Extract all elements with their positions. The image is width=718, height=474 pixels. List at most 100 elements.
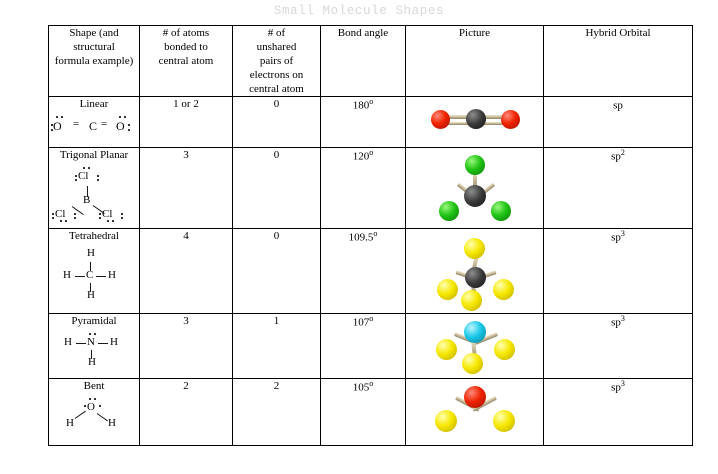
- atom-hydrogen-top: [463, 238, 485, 260]
- bond-stick: [476, 122, 505, 126]
- header-line: central atom: [158, 55, 214, 68]
- lewis-atom-c: C: [89, 119, 98, 134]
- hybrid-base: sp: [611, 232, 621, 245]
- atoms-bonded-pyramidal: 3: [139, 313, 233, 380]
- header-line: pairs of: [259, 55, 294, 68]
- bond-angle-bent: 105o: [320, 378, 406, 447]
- bond-line: [96, 276, 106, 278]
- hybrid-orbital-trigonal-planar: sp2: [543, 147, 693, 230]
- bond-line: [98, 343, 108, 345]
- hybrid-base: sp: [611, 382, 621, 395]
- lewis-atom-h-left: H: [66, 417, 74, 430]
- picture-cell-pyramidal: [405, 313, 544, 380]
- hybrid-orbital-bent: sp3: [543, 378, 693, 447]
- degree-symbol: o: [369, 379, 374, 389]
- shape-name: Pyramidal: [71, 315, 117, 328]
- table-row-tetrahedral: Tetrahedral H H C H H 4 0 109.5o: [48, 228, 693, 315]
- shape-name: Trigonal Planar: [59, 149, 129, 162]
- lewis-atom-h-right: H: [108, 269, 116, 282]
- atoms-bonded-tetrahedral: 4: [139, 228, 233, 315]
- lewis-atom-n: N: [87, 336, 95, 349]
- header-line: Bond angle: [337, 27, 389, 39]
- atom-nitrogen: [463, 321, 486, 344]
- atoms-bonded-bent: 2: [139, 378, 233, 447]
- atom-oxygen-left: [430, 110, 450, 130]
- header-line: central atom: [249, 83, 304, 96]
- header-line: # of atoms: [162, 27, 210, 39]
- table-header-row: Shape (and structural formula example) #…: [48, 24, 693, 98]
- molecule-picture-bcl3: [422, 151, 527, 226]
- degree-symbol: o: [369, 97, 374, 107]
- hybrid-base: sp: [611, 151, 621, 164]
- unshared-pairs-pyramidal: 1: [232, 313, 321, 380]
- picture-cell-tetrahedral: [405, 228, 544, 315]
- bond-line: [90, 283, 91, 293]
- column-header-shape: Shape (and structural formula example): [48, 24, 140, 98]
- molecule-picture-nh3: [422, 317, 527, 378]
- bond-line: [87, 186, 88, 198]
- header-line: formula example): [54, 55, 134, 68]
- molecule-picture-co2: [422, 100, 527, 141]
- column-header-unshared-pairs: # of unshared pairs of electrons on cent…: [232, 24, 321, 98]
- atom-hydrogen-right: [492, 279, 514, 301]
- header-line: electrons on: [249, 69, 304, 82]
- hybrid-base: sp: [613, 100, 623, 113]
- shape-cell-tetrahedral: Tetrahedral H H C H H: [48, 228, 140, 315]
- lewis-atom-o: O: [87, 401, 95, 414]
- header-line: Picture: [458, 27, 491, 39]
- bond-line: [75, 276, 85, 278]
- lewis-atom-h-left: H: [64, 336, 72, 349]
- bond-stick: [446, 122, 475, 126]
- lewis-structure-h2o: O H H: [50, 396, 138, 436]
- bond-angle-linear: 180o: [320, 96, 406, 149]
- bond-stick: [476, 115, 505, 120]
- column-header-atoms-bonded: # of atoms bonded to central atom: [139, 24, 233, 98]
- atom-hydrogen-right: [492, 410, 515, 433]
- shape-cell-linear: Linear O = C = O: [48, 96, 140, 149]
- molecule-picture-h2o: [422, 382, 527, 441]
- bond-line: [91, 350, 92, 360]
- lewis-atom-h-left: H: [63, 269, 71, 282]
- bond-angle-value: 109.5: [348, 232, 374, 245]
- lewis-atom-h-right: H: [110, 336, 118, 349]
- lewis-atom-cl-right: Cl: [102, 208, 113, 221]
- unshared-pairs-linear: 0: [232, 96, 321, 149]
- shape-name: Tetrahedral: [69, 230, 119, 243]
- table-row-bent: Bent O H H 2 2 105o: [48, 378, 693, 447]
- lewis-atom-h-bottom: H: [87, 289, 95, 302]
- atom-carbon: [464, 267, 486, 289]
- hybrid-exponent: 2: [620, 148, 625, 158]
- header-line: bonded to: [164, 41, 208, 54]
- unshared-pairs-trigonal-planar: 0: [232, 147, 321, 230]
- bond-angle-tetrahedral: 109.5o: [320, 228, 406, 315]
- lewis-structure-ch4: H H C H H: [50, 246, 138, 302]
- header-line: Hybrid Orbital: [585, 27, 651, 39]
- bond-angle-value: 105: [352, 382, 370, 395]
- lewis-atom-h-top: H: [87, 247, 95, 260]
- unshared-pairs-tetrahedral: 0: [232, 228, 321, 315]
- bond-line: [74, 411, 86, 420]
- page-title: Small Molecule Shapes: [273, 4, 445, 18]
- atom-hydrogen-bottom: [460, 290, 482, 312]
- lewis-atom-b: B: [83, 194, 91, 207]
- atom-chlorine-top: [464, 155, 485, 176]
- header-line: Shape (and: [69, 27, 119, 39]
- degree-symbol: o: [369, 314, 374, 324]
- atom-boron: [463, 185, 486, 208]
- column-header-bond-angle: Bond angle: [320, 24, 406, 98]
- hybrid-orbital-linear: sp: [543, 96, 693, 149]
- unshared-pairs-bent: 2: [232, 378, 321, 447]
- atom-hydrogen-left: [435, 339, 457, 361]
- lewis-structure-co2: O = C = O: [51, 114, 137, 138]
- shape-cell-trigonal-planar: Trigonal Planar Cl B Cl: [48, 147, 140, 230]
- degree-symbol: o: [373, 229, 378, 239]
- lewis-atom-o-left: O: [53, 119, 62, 134]
- column-header-picture: Picture: [405, 24, 544, 98]
- lewis-structure-nh3: H N H H: [50, 331, 138, 371]
- table-row-pyramidal: Pyramidal H N H H 3 1 107o: [48, 313, 693, 380]
- bond-angle-value: 120: [352, 151, 370, 164]
- hybrid-orbital-pyramidal: sp3: [543, 313, 693, 380]
- atom-chlorine-left: [438, 201, 459, 222]
- bond-angle-value: 107: [352, 317, 370, 330]
- bond-angle-pyramidal: 107o: [320, 313, 406, 380]
